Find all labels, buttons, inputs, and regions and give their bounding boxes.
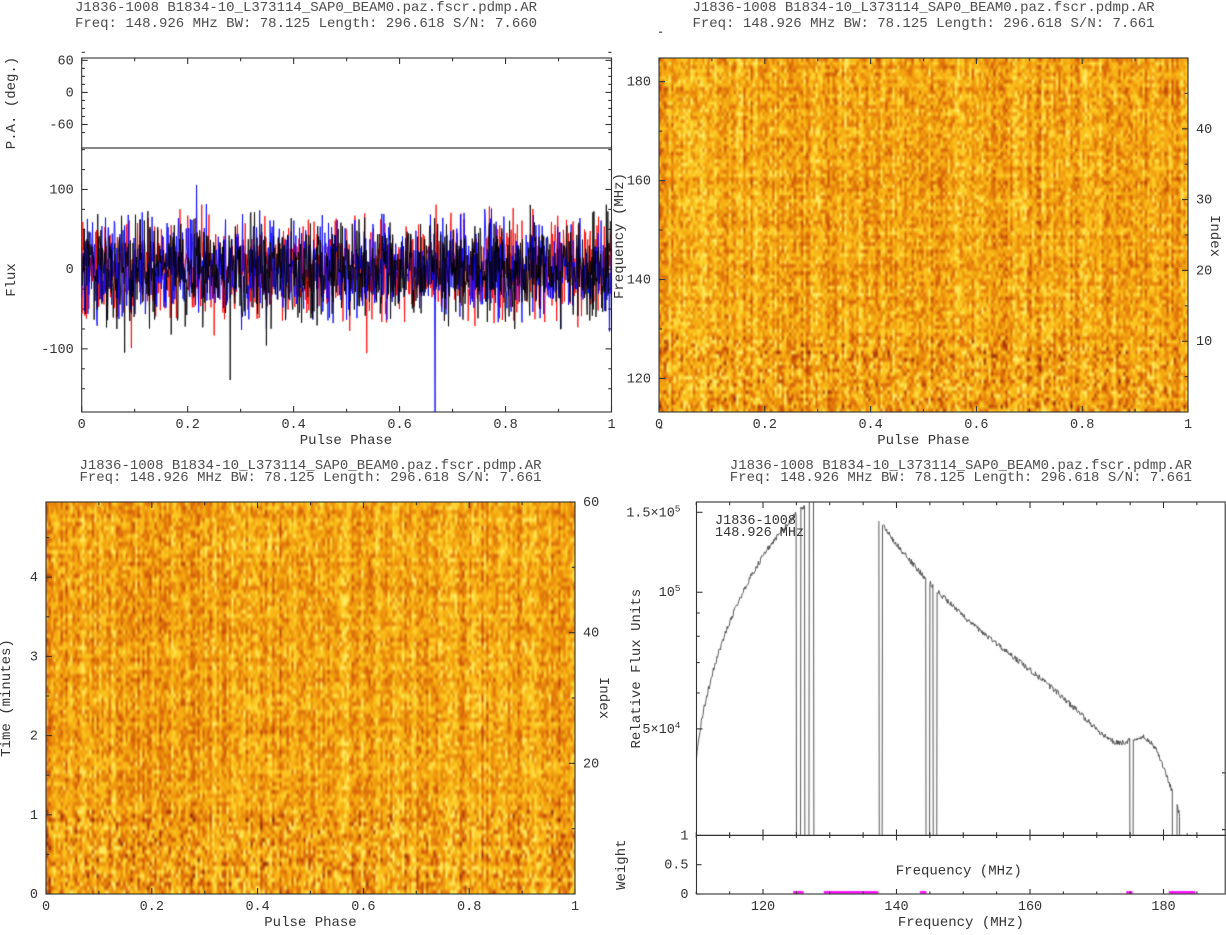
svg-text:Weight: Weight xyxy=(614,839,630,889)
svg-text:0: 0 xyxy=(30,888,38,903)
svg-text:10: 10 xyxy=(1196,335,1212,350)
svg-text:Frequency (MHz): Frequency (MHz) xyxy=(898,915,1024,931)
svg-text:0.6: 0.6 xyxy=(964,418,988,433)
svg-text:0.8: 0.8 xyxy=(457,900,481,915)
svg-text:4: 4 xyxy=(30,571,38,586)
svg-text:105: 105 xyxy=(659,583,681,602)
svg-text:Relative Flux Units: Relative Flux Units xyxy=(629,589,645,749)
svg-text:40: 40 xyxy=(1196,123,1212,138)
svg-text:Frequency (MHz): Frequency (MHz) xyxy=(896,864,1022,880)
svg-text:Index: Index xyxy=(595,677,611,719)
svg-text:1: 1 xyxy=(1184,418,1192,433)
svg-text:0.4: 0.4 xyxy=(858,418,882,433)
svg-text:20: 20 xyxy=(583,757,599,772)
svg-text:0.2: 0.2 xyxy=(753,418,777,433)
svg-text:1: 1 xyxy=(30,809,38,824)
svg-text:Time (minutes): Time (minutes) xyxy=(0,639,15,757)
svg-text:40: 40 xyxy=(583,627,599,642)
svg-text:Frequency (MHz): Frequency (MHz) xyxy=(612,173,628,299)
svg-text:1.5×105: 1.5×105 xyxy=(626,503,681,522)
svg-text:160: 160 xyxy=(1018,900,1042,915)
svg-text:2: 2 xyxy=(30,730,38,745)
svg-text:30: 30 xyxy=(1196,194,1212,209)
svg-text:60: 60 xyxy=(583,496,599,511)
svg-text:140: 140 xyxy=(884,900,908,915)
svg-text:3: 3 xyxy=(30,650,38,665)
svg-text:0.6: 0.6 xyxy=(351,900,375,915)
svg-text:120: 120 xyxy=(751,900,775,915)
svg-text:160: 160 xyxy=(627,175,651,190)
svg-text:Freq: 148.926 MHz BW: 78.125 L: Freq: 148.926 MHz BW: 78.125 Length: 296… xyxy=(79,470,541,486)
svg-text:Freq: 148.926 MHz BW: 78.125 L: Freq: 148.926 MHz BW: 78.125 Length: 296… xyxy=(692,16,1154,32)
svg-text:Pulse Phase: Pulse Phase xyxy=(264,915,356,931)
svg-text:0: 0 xyxy=(42,900,50,915)
svg-text:Freq: 148.926 MHz BW: 78.125 L: Freq: 148.926 MHz BW: 78.125 Length: 296… xyxy=(730,470,1192,486)
svg-text:1: 1 xyxy=(571,900,579,915)
svg-text:140: 140 xyxy=(627,274,651,289)
svg-text:5×104: 5×104 xyxy=(642,719,680,738)
svg-text:0.8: 0.8 xyxy=(1070,418,1094,433)
svg-text:20: 20 xyxy=(1196,264,1212,279)
svg-text:Index: Index xyxy=(1206,215,1222,257)
svg-text:180: 180 xyxy=(627,76,651,91)
svg-text:0.5: 0.5 xyxy=(664,859,688,874)
svg-text:0: 0 xyxy=(680,888,688,903)
svg-text:0: 0 xyxy=(655,418,663,433)
svg-text:180: 180 xyxy=(1151,900,1175,915)
svg-text:148.926 MHz: 148.926 MHz xyxy=(715,526,804,541)
svg-text:0.4: 0.4 xyxy=(245,900,269,915)
svg-text:J1836-1008 B1834-10_L373114_SA: J1836-1008 B1834-10_L373114_SAP0_BEAM0.p… xyxy=(692,0,1155,16)
svg-text:120: 120 xyxy=(627,372,651,387)
svg-text:Pulse Phase: Pulse Phase xyxy=(877,433,969,449)
svg-text:1: 1 xyxy=(680,829,688,844)
svg-text:0.2: 0.2 xyxy=(140,900,164,915)
